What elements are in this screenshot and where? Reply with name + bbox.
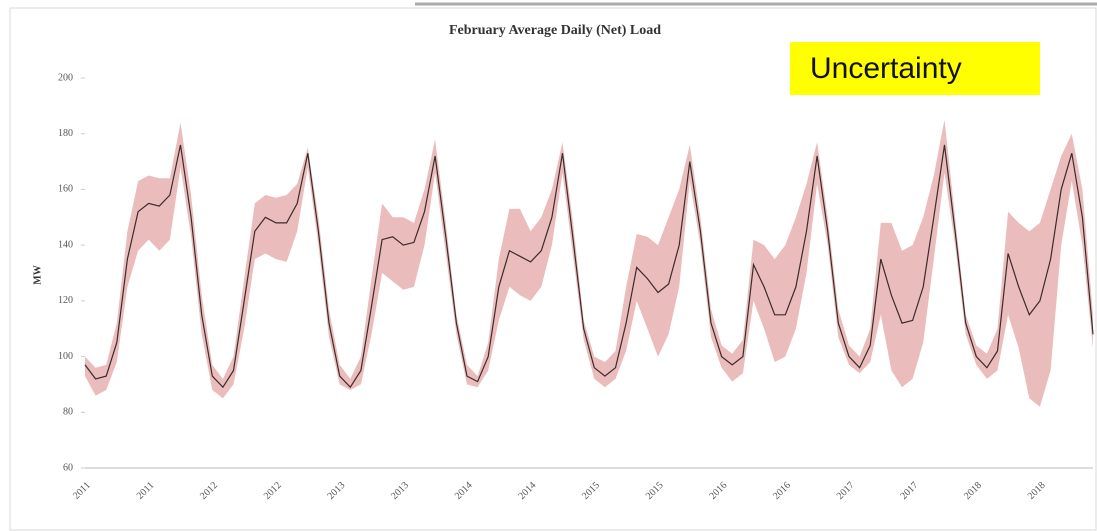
- y-axis-label: MW: [32, 265, 43, 284]
- y-tick-label: 100: [58, 351, 73, 362]
- y-tick-label: 140: [58, 239, 73, 250]
- chart-title: February Average Daily (Net) Load: [449, 23, 661, 38]
- y-tick-label: 60: [63, 462, 73, 473]
- y-tick-label: 120: [58, 295, 73, 306]
- y-tick-label: 200: [58, 72, 73, 83]
- uncertainty-band: [85, 119, 1093, 407]
- y-tick-label: 80: [63, 407, 73, 418]
- y-tick-label: 160: [58, 184, 73, 195]
- y-tick-label: 180: [58, 128, 73, 139]
- line: [84, 144, 1094, 389]
- annotation-box: [790, 42, 1040, 95]
- annotation: Uncertainty: [810, 52, 962, 85]
